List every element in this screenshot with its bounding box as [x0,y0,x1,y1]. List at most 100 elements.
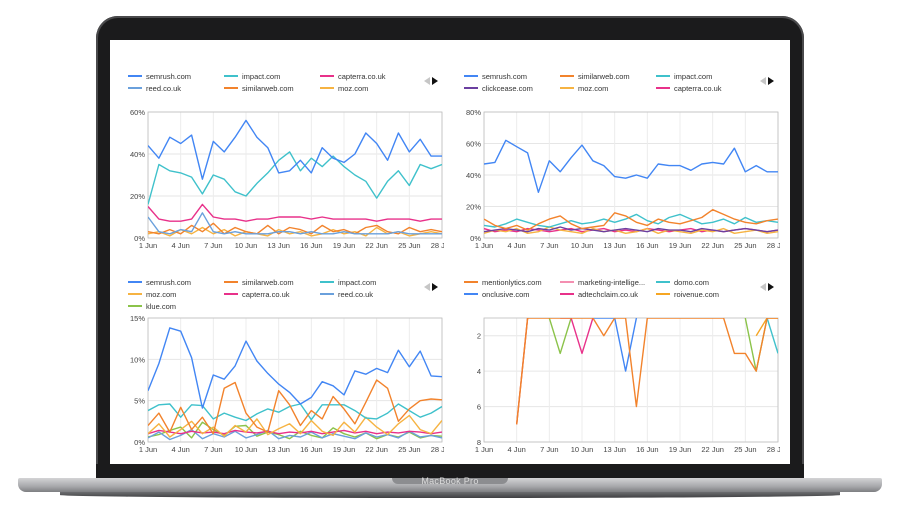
series-line-moz-com [148,414,442,438]
series-line-similarweb-com [484,209,778,231]
legend-label: roivenue.com [674,290,719,299]
chart-top-right: semrush.com similarweb.com impact.com click… [464,72,780,250]
series-line-semrush-com [484,139,778,193]
plot-frame [147,317,443,443]
y-tick-label: 0% [470,234,481,243]
legend-item-onclusive-com[interactable]: onclusive.com [464,290,530,299]
legend-item-moz-com[interactable]: moz.com [560,84,608,93]
series-lines [148,119,442,237]
x-tick-label: 28 Jun [431,445,444,454]
x-tick-label: 22 Jun [365,241,388,250]
legend-label: similarweb.com [578,72,630,81]
series-line-domo-com [766,318,778,354]
series-line-roivenue-com [755,318,778,337]
x-tick-label: 10 Jun [571,241,594,250]
legend-item-similarweb-com[interactable]: similarweb.com [224,278,294,287]
series-line-semrush-com [148,119,442,180]
legend-next-icon[interactable] [432,283,438,291]
y-tick-label: 0% [134,234,145,243]
legend: semrush.com impact.com capterra.co.uk reed.… [128,72,386,93]
y-tick-label: 15% [130,314,145,323]
series-line-impact-com [148,151,442,205]
legend-item-roivenue-com[interactable]: roivenue.com [656,290,719,299]
x-tick-label: 22 Jun [701,445,724,454]
y-tick-label: 60% [130,108,145,117]
legend-item-capterra-co-uk[interactable]: capterra.co.uk [656,84,722,93]
legend-prev-icon[interactable] [760,77,766,85]
x-tick-label: 25 Jun [398,241,421,250]
y-tick-label: 2 [477,332,481,341]
plot-frame [147,111,443,239]
legend-item-reed-co-uk[interactable]: reed.co.uk [128,84,181,93]
x-tick-label: 4 Jun [171,241,189,250]
legend-next-icon[interactable] [768,283,774,291]
legend-item-clickcease-com[interactable]: clickcease.com [464,84,533,93]
legend-item-capterra-co-uk[interactable]: capterra.co.uk [224,290,290,299]
legend-label: similarweb.com [242,278,294,287]
x-tick-label: 1 Jun [475,241,493,250]
legend-label: similarweb.com [242,84,294,93]
legend-label: klue.com [146,302,176,311]
x-tick-label: 10 Jun [235,241,258,250]
y-tick-label: 40% [466,171,481,180]
chart-bottom-right: mentionlytics.com marketing-intellige... d… [464,278,780,454]
x-tick-label: 4 Jun [507,445,525,454]
x-tick-label: 22 Jun [365,445,388,454]
legend-label: adtechclaim.co.uk [578,290,638,299]
legend-prev-icon[interactable] [760,283,766,291]
x-tick-label: 22 Jun [701,241,724,250]
legend-item-marketing-intellige[interactable]: marketing-intellige... [560,278,645,287]
chart-bottom-left: semrush.com similarweb.com impact.com moz.c… [128,278,444,454]
legend-item-semrush-com[interactable]: semrush.com [464,72,527,81]
series-line-reed-co-uk [148,428,442,441]
legend-label: semrush.com [482,72,527,81]
x-tick-label: 13 Jun [267,241,290,250]
series-lines [516,318,778,425]
legend-item-domo-com[interactable]: domo.com [656,278,709,287]
series-line-clickcease-com [484,226,778,233]
device-label: MacBook Pro [421,476,479,486]
legend-item-semrush-com[interactable]: semrush.com [128,278,191,287]
legend-prev-icon[interactable] [424,77,430,85]
x-tick-label: 10 Jun [235,445,258,454]
legend-item-similarweb-com[interactable]: similarweb.com [560,72,630,81]
legend-next-icon[interactable] [768,77,774,85]
x-tick-label: 16 Jun [300,241,323,250]
y-tick-label: 4 [477,367,481,376]
bottom-bezel [96,464,804,478]
plot-frame [483,111,779,239]
y-tick-label: 0% [134,438,145,447]
legend-item-adtechclaim-co-uk[interactable]: adtechclaim.co.uk [560,290,638,299]
legend: semrush.com similarweb.com impact.com moz.c… [128,278,376,311]
legend-item-mentionlytics-com[interactable]: mentionlytics.com [464,278,542,287]
series-lines [484,139,778,234]
legend-item-reed-co-uk[interactable]: reed.co.uk [320,290,373,299]
x-tick-label: 19 Jun [669,241,692,250]
legend-item-klue-com[interactable]: klue.com [128,302,176,311]
series-line-capterra-co-uk [148,429,442,435]
legend-item-similarweb-com[interactable]: similarweb.com [224,84,294,93]
legend-next-icon[interactable] [432,77,438,85]
x-tick-label: 1 Jun [139,241,157,250]
legend-item-semrush-com[interactable]: semrush.com [128,72,191,81]
x-tick-label: 25 Jun [734,445,757,454]
x-tick-label: 28 Jun [431,241,444,250]
x-tick-label: 28 Jun [767,445,780,454]
series-line-capterra-co-uk [148,203,442,222]
gridlines [483,318,779,443]
legend-label: marketing-intellige... [578,278,645,287]
x-tick-label: 19 Jun [669,445,692,454]
legend-item-capterra-co-uk[interactable]: capterra.co.uk [320,72,386,81]
legend-label: clickcease.com [482,84,533,93]
y-tick-label: 10% [130,355,145,364]
legend-item-impact-com[interactable]: impact.com [224,72,280,81]
legend-item-impact-com[interactable]: impact.com [656,72,712,81]
legend-item-moz-com[interactable]: moz.com [320,84,368,93]
legend-prev-icon[interactable] [424,283,430,291]
series-line-reed-co-uk [148,212,442,235]
y-tick-label: 60% [466,140,481,149]
legend-item-moz-com[interactable]: moz.com [128,290,176,299]
x-tick-label: 19 Jun [333,241,356,250]
legend-item-impact-com[interactable]: impact.com [320,278,376,287]
